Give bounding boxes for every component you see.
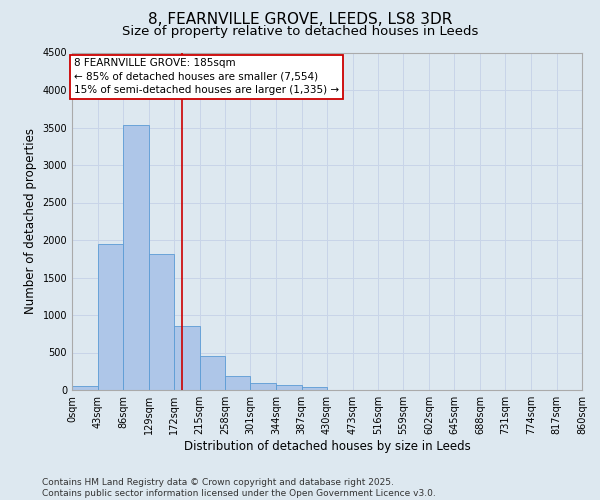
Bar xyxy=(199,356,225,390)
Text: Size of property relative to detached houses in Leeds: Size of property relative to detached ho… xyxy=(122,25,478,38)
Bar xyxy=(276,385,302,390)
Text: Contains HM Land Registry data © Crown copyright and database right 2025.
Contai: Contains HM Land Registry data © Crown c… xyxy=(42,478,436,498)
Bar xyxy=(302,386,327,390)
Bar xyxy=(149,254,174,390)
Text: 8 FEARNVILLE GROVE: 185sqm
← 85% of detached houses are smaller (7,554)
15% of s: 8 FEARNVILLE GROVE: 185sqm ← 85% of deta… xyxy=(74,58,339,95)
Text: 8, FEARNVILLE GROVE, LEEDS, LS8 3DR: 8, FEARNVILLE GROVE, LEEDS, LS8 3DR xyxy=(148,12,452,28)
Bar xyxy=(123,125,149,390)
Bar xyxy=(97,244,123,390)
Bar xyxy=(174,326,199,390)
Bar xyxy=(72,386,97,390)
X-axis label: Distribution of detached houses by size in Leeds: Distribution of detached houses by size … xyxy=(184,440,470,453)
Bar xyxy=(251,382,276,390)
Y-axis label: Number of detached properties: Number of detached properties xyxy=(24,128,37,314)
Bar xyxy=(225,376,251,390)
